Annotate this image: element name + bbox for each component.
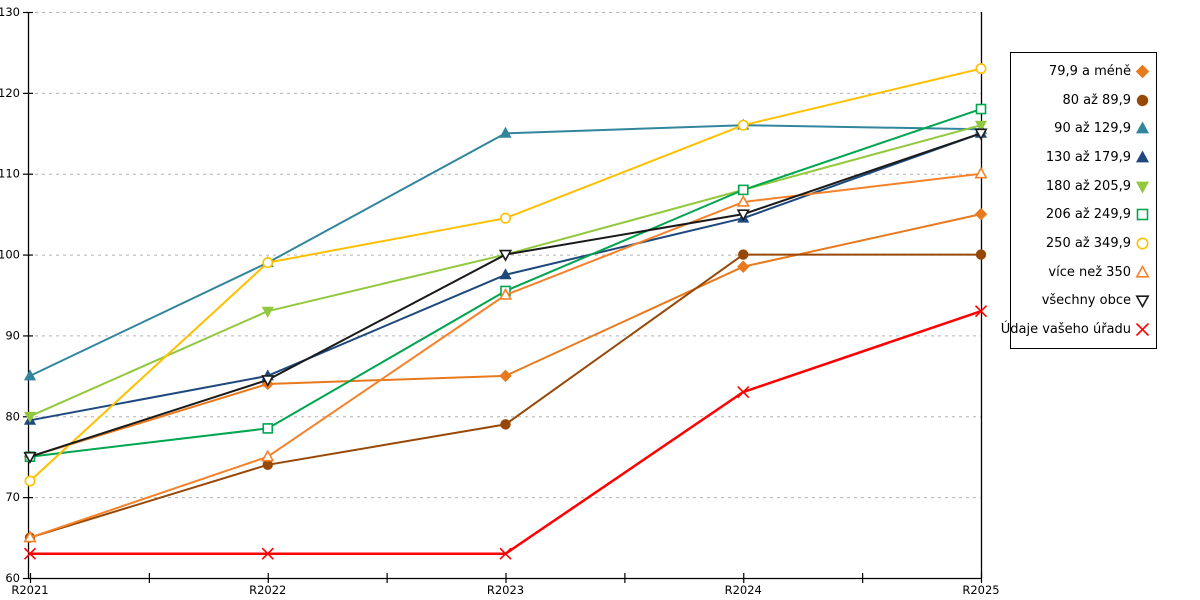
- legend-item: 180 až 205,9: [1015, 173, 1150, 199]
- legend-item: 90 až 129,9: [1015, 116, 1150, 142]
- series-6: [24, 103, 987, 463]
- y-tick-label: 60: [5, 571, 20, 585]
- triangle-up-marker-icon: [1135, 150, 1150, 163]
- y-tick-label: 130: [0, 5, 20, 19]
- legend-item: 80 až 89,9: [1015, 87, 1150, 113]
- circle-marker-icon: [1136, 237, 1149, 250]
- series-3: [23, 118, 988, 381]
- legend-item: více než 350: [1015, 259, 1150, 285]
- legend-item: 130 až 179,9: [1015, 144, 1150, 170]
- x-marker-icon: [1135, 322, 1150, 337]
- y-tick-label: 120: [0, 86, 20, 100]
- x-tick-label: R2022: [249, 583, 286, 597]
- legend-item-label: 130 až 179,9: [1045, 149, 1131, 165]
- series-8: [23, 166, 988, 543]
- triangle-down-marker-icon: [1135, 295, 1150, 309]
- legend-item-label: 250 až 349,9: [1045, 235, 1131, 251]
- triangle-up-marker-icon: [1135, 121, 1150, 134]
- square-marker-icon: [1136, 208, 1149, 221]
- legend-item-label: 180 až 205,9: [1045, 178, 1131, 194]
- legend-item-label: více než 350: [1048, 264, 1131, 280]
- diamond-marker-icon: [1135, 64, 1150, 79]
- series-10: [23, 305, 988, 560]
- series-2: [24, 249, 987, 543]
- x-tick-label: R2021: [11, 583, 48, 597]
- triangle-down-marker-icon: [1135, 181, 1150, 194]
- legend-item-label: 206 až 249,9: [1045, 207, 1131, 223]
- circle-marker-icon: [1136, 94, 1149, 106]
- legend-item-label: všechny obce: [1041, 293, 1131, 309]
- legend-item: 250 až 349,9: [1015, 230, 1150, 256]
- triangle-up-marker-icon: [1135, 264, 1150, 278]
- legend-item: všechny obce: [1015, 288, 1150, 314]
- legend: 79,9 a méně 80 až 89,9 90 až 129,9 130 až 1…: [1001, 52, 1157, 349]
- legend-item-label: 79,9 a méně: [1048, 63, 1131, 79]
- x-tick-label: R2025: [962, 583, 999, 597]
- legend-item-label: Údaje vašeho úřadu: [1000, 322, 1131, 338]
- y-tick-label: 90: [5, 328, 20, 342]
- x-tick-label: R2024: [725, 583, 762, 597]
- y-tick-label: 80: [5, 409, 20, 423]
- y-tick-label: 110: [0, 167, 20, 181]
- series-7: [24, 63, 987, 487]
- legend-item-label: 90 až 129,9: [1054, 121, 1131, 137]
- legend-item-label: 80 až 89,9: [1062, 92, 1131, 108]
- y-tick-label: 70: [5, 490, 20, 504]
- legend-item: Údaje vašeho úřadu: [1001, 317, 1150, 343]
- series-9: [23, 128, 988, 464]
- y-tick-label: 100: [0, 248, 20, 262]
- x-tick-label: R2023: [487, 583, 524, 597]
- legend-item: 79,9 a méně: [1015, 58, 1150, 84]
- legend-item: 206 až 249,9: [1015, 202, 1150, 228]
